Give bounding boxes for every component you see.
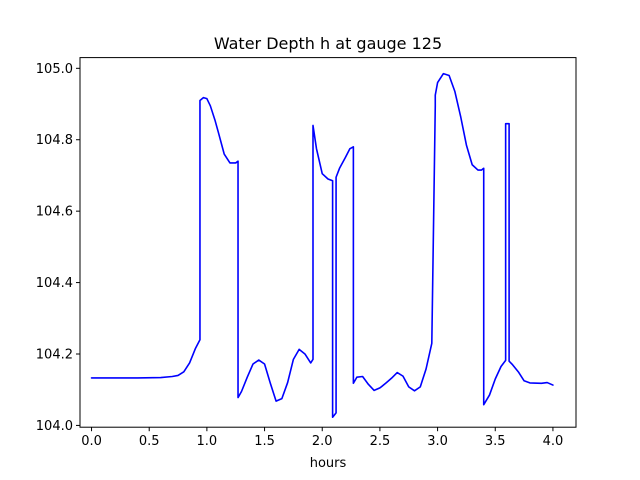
y-tick-label: 104.8 <box>36 133 73 148</box>
x-tick-label: 0.5 <box>139 434 160 449</box>
series-layer <box>90 72 554 419</box>
x-tick-label: 3.5 <box>485 434 506 449</box>
x-tick-label: 3.0 <box>427 434 448 449</box>
x-tick-label: 2.5 <box>370 434 391 449</box>
axes-frame <box>79 57 577 428</box>
chart-title: Water Depth h at gauge 125 <box>214 34 442 53</box>
x-tick-label: 1.5 <box>254 434 275 449</box>
x-tick-label: 4.0 <box>543 434 564 449</box>
x-tick-label: 1.0 <box>197 434 218 449</box>
plot-area <box>80 57 576 428</box>
y-tick-label: 104.2 <box>36 347 73 362</box>
series-line-0 <box>90 72 554 419</box>
x-tick-label: 2.0 <box>312 434 333 449</box>
y-axis-ticks: 104.0 104.2 104.4 104.6 104.8 105.0 <box>36 62 80 434</box>
x-axis-label: hours <box>310 456 347 471</box>
x-axis-ticks: 0.0 0.5 1.0 1.5 2.0 2.5 3.0 3.5 4.0 <box>81 427 563 449</box>
x-tick-label: 0.0 <box>81 434 102 449</box>
y-tick-label: 104.4 <box>36 276 73 291</box>
y-tick-label: 104.6 <box>36 205 73 220</box>
y-tick-label: 104.0 <box>36 419 73 434</box>
y-tick-label: 105.0 <box>36 62 73 77</box>
